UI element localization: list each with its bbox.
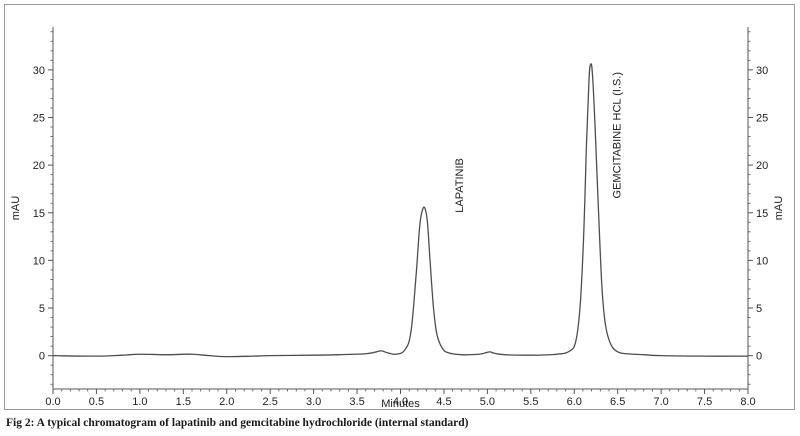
- plot-axes: [52, 27, 749, 390]
- x-tick-label: 2.0: [219, 396, 234, 408]
- chromatogram-chart: 0.0 0.5 1.0 1.5 2.0 2.5 3.0 3.5 4.0 4.5 5.0 5.5 6.0 6…: [10, 27, 785, 409]
- x-tick-label: 3.0: [306, 396, 321, 408]
- peak-annotations: LAPATINIB GEMCITABINE HCL (I.S.): [454, 72, 623, 213]
- x-tick-label: 4.5: [436, 396, 451, 408]
- x-tick-label: 3.5: [349, 396, 364, 408]
- x-tick-label: 7.5: [697, 396, 712, 408]
- y-tick-label-right: 10: [756, 255, 768, 267]
- x-tick-label: 5.0: [480, 396, 495, 408]
- y-tick-label-right: 30: [756, 65, 768, 77]
- y-tick-label-right: 25: [756, 113, 768, 125]
- x-tick-label: 7.0: [653, 396, 668, 408]
- figure-frame: 0.0 0.5 1.0 1.5 2.0 2.5 3.0 3.5 4.0 4.5 5.0 5.5 6.0 6…: [4, 4, 795, 410]
- x-tick-label: 5.5: [523, 396, 538, 408]
- x-tick-label: 6.5: [610, 396, 625, 408]
- y-tick-label-right: 15: [756, 208, 768, 220]
- y-tick-label-left: 5: [39, 303, 45, 315]
- axis-ticks: 0.0 0.5 1.0 1.5 2.0 2.5 3.0 3.5 4.0 4.5 5.0 5.5 6.0 6…: [33, 31, 768, 408]
- x-tick-label: 1.5: [176, 396, 191, 408]
- y-tick-label-right: 20: [756, 160, 768, 172]
- x-axis-label: Minutes: [381, 398, 420, 409]
- y-tick-label-left: 0: [39, 351, 45, 363]
- y-axis-label-left: mAU: [10, 196, 22, 221]
- figure-caption: Fig 2: A typical chromatogram of lapatin…: [6, 417, 469, 429]
- x-tick-label: 4.0: [393, 396, 408, 408]
- peak-label: LAPATINIB: [454, 158, 466, 213]
- y-tick-label-left: 15: [33, 208, 45, 220]
- peak-label: GEMCITABINE HCL (I.S.): [611, 72, 623, 199]
- y-tick-label-right: 5: [756, 303, 762, 315]
- x-tick-label: 8.0: [740, 396, 755, 408]
- x-tick-label: 6.0: [567, 396, 582, 408]
- y-tick-label-left: 30: [33, 65, 45, 77]
- x-tick-label: 2.5: [263, 396, 278, 408]
- y-tick-label-left: 10: [33, 255, 45, 267]
- y-tick-label-left: 20: [33, 160, 45, 172]
- x-tick-label: 0.5: [89, 396, 104, 408]
- chromatogram-trace: [52, 63, 749, 358]
- y-tick-label-right: 0: [756, 351, 762, 363]
- y-tick-label-left: 25: [33, 113, 45, 125]
- x-tick-label: 0.0: [45, 396, 60, 408]
- x-tick-label: 1.0: [132, 396, 147, 408]
- y-axis-label-right: mAU: [773, 196, 785, 221]
